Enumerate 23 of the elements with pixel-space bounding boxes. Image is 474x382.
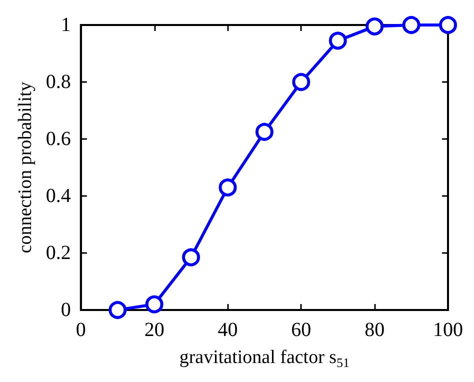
point bbox=[182, 248, 200, 266]
x-tick-label: 80 bbox=[364, 319, 385, 341]
x-tick-label: 20 bbox=[144, 319, 164, 341]
x-tick-label: 60 bbox=[291, 319, 312, 341]
y-tick-label: 0.8 bbox=[46, 71, 71, 93]
point bbox=[218, 178, 237, 196]
point bbox=[328, 32, 347, 50]
x-tick-label: 0 bbox=[76, 319, 86, 341]
y-tick-label: 1 bbox=[60, 14, 71, 36]
x-tick-label: 100 bbox=[433, 319, 463, 341]
y-axis-title: connection probability bbox=[15, 81, 36, 254]
point bbox=[108, 301, 127, 319]
point bbox=[402, 16, 420, 34]
point bbox=[145, 295, 164, 314]
y-tick-label: 0.6 bbox=[46, 128, 71, 150]
point bbox=[366, 17, 384, 36]
y-tick-label: 0 bbox=[60, 299, 71, 321]
x-tick-label: 40 bbox=[218, 319, 238, 341]
point bbox=[292, 73, 310, 91]
point bbox=[439, 16, 457, 34]
y-tick-label: 0.2 bbox=[46, 242, 71, 264]
y-tick-label: 0.4 bbox=[46, 185, 71, 207]
point bbox=[255, 122, 274, 141]
